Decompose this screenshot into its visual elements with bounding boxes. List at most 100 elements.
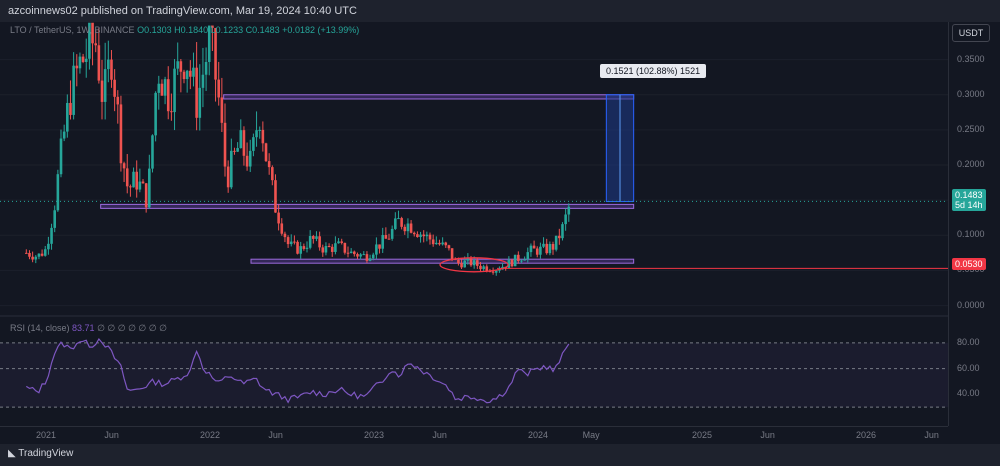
candle-body [510, 259, 514, 267]
candle-body [151, 135, 154, 169]
candle-body [220, 97, 224, 123]
candle-body [356, 254, 359, 257]
symbol-legend[interactable]: LTO / TetherUS, 1W, BINANCE O0.1303 H0.1… [10, 25, 359, 35]
candle-body [72, 65, 75, 115]
candle-body [403, 226, 407, 232]
candle-body [56, 174, 60, 211]
candle-body [299, 246, 303, 254]
candle-body [230, 150, 233, 188]
candle-body [457, 259, 460, 264]
candle-body [460, 263, 463, 268]
price-chart[interactable] [0, 22, 948, 444]
x-tick-label: Jun [432, 430, 447, 440]
candle-body [182, 71, 186, 80]
range-zone [223, 94, 635, 100]
bottom-ellipse [439, 257, 509, 273]
candle-body [97, 45, 101, 81]
candle-body [271, 167, 274, 181]
candle-body [198, 87, 202, 118]
candle-body [78, 56, 82, 69]
candle-body [513, 254, 517, 267]
candle-body [217, 79, 221, 98]
candle-body [211, 25, 214, 28]
candle-body [390, 228, 394, 239]
candle-body [567, 206, 571, 215]
candle-body [422, 234, 426, 237]
y-tick-label: 0.1000 [957, 229, 985, 240]
symbol-ohlc: O0.1303 H0.1840 L0.1233 C0.1483 +0.0182 … [137, 25, 360, 35]
candle-body [472, 260, 476, 266]
candle-body [406, 223, 410, 232]
candle-body [353, 251, 356, 255]
measure-label: 0.1521 (102.88%) 1521 [600, 64, 707, 78]
candle-body [239, 130, 243, 149]
candle-body [236, 148, 239, 152]
candle-body [447, 245, 451, 249]
candle-body [286, 237, 290, 245]
candle-body [59, 138, 63, 175]
candle-body [425, 234, 429, 237]
candle-body [31, 256, 34, 260]
x-tick-label: Jun [104, 430, 119, 440]
candle-body [479, 265, 482, 270]
candle-body [267, 161, 271, 168]
candle-body [242, 130, 246, 156]
candle-body [125, 168, 129, 187]
candle-body [274, 180, 277, 213]
x-tick-label: 2021 [36, 430, 57, 440]
candle-body [397, 218, 400, 220]
y-tick-label: 0.2500 [957, 123, 985, 134]
rsi-line [25, 337, 570, 404]
candle-body [69, 102, 72, 115]
candle-body [494, 270, 498, 273]
candle-body [548, 244, 552, 254]
candle-body [412, 232, 416, 235]
candle-body [400, 218, 403, 227]
candle-body [252, 137, 255, 151]
candle-body [50, 227, 53, 244]
candle-body [163, 79, 167, 96]
candle-body [387, 238, 391, 240]
candle-body [558, 235, 561, 239]
candle-body [179, 61, 183, 72]
candle-body [431, 239, 435, 245]
candle-body [435, 242, 438, 245]
candle-body [138, 181, 142, 190]
candle-body [444, 242, 448, 246]
candle-body [53, 210, 57, 228]
symbol-timeframe: 1W [76, 25, 90, 35]
candle-body [554, 235, 558, 250]
candle-body [394, 218, 397, 229]
candle-body [409, 223, 413, 233]
candle-body [280, 223, 284, 234]
candle-body [28, 252, 31, 257]
candle-body [207, 25, 211, 62]
candle-body [308, 236, 312, 248]
candle-body [378, 244, 381, 249]
candle-body [520, 260, 523, 262]
candle-body [441, 242, 444, 245]
candle-body [94, 43, 98, 46]
candle-body [264, 143, 268, 162]
currency-button[interactable]: USDT [952, 24, 990, 42]
candle-body [539, 246, 542, 255]
candle-body [233, 150, 236, 152]
candle-body [315, 236, 318, 239]
candle-body [81, 56, 85, 62]
time-axis[interactable]: 2021 Jun 2022 Jun 2023 Jun 2024 May 2025 Jun 2026 J… [0, 426, 948, 445]
candle-body [189, 70, 192, 77]
candle-body [523, 259, 526, 261]
price-axis[interactable]: 0.35000.30000.25000.20000.15000.10000.05… [948, 22, 1000, 426]
candle-body [327, 246, 331, 248]
x-tick-label: Jun [924, 430, 939, 440]
candle-body [204, 61, 208, 75]
candle-body [381, 235, 385, 249]
symbol-exchange: , BINANCE [89, 25, 138, 35]
tradingview-logo: ◣ TradingView [8, 448, 74, 459]
rsi-legend[interactable]: RSI (14, close) 83.71 ∅ ∅ ∅ ∅ ∅ ∅ ∅ [10, 323, 167, 334]
candle-body [368, 258, 372, 261]
candle-body [526, 252, 530, 260]
candle-body [195, 67, 198, 118]
candle-body [346, 252, 350, 254]
x-tick-label: 2022 [200, 430, 221, 440]
